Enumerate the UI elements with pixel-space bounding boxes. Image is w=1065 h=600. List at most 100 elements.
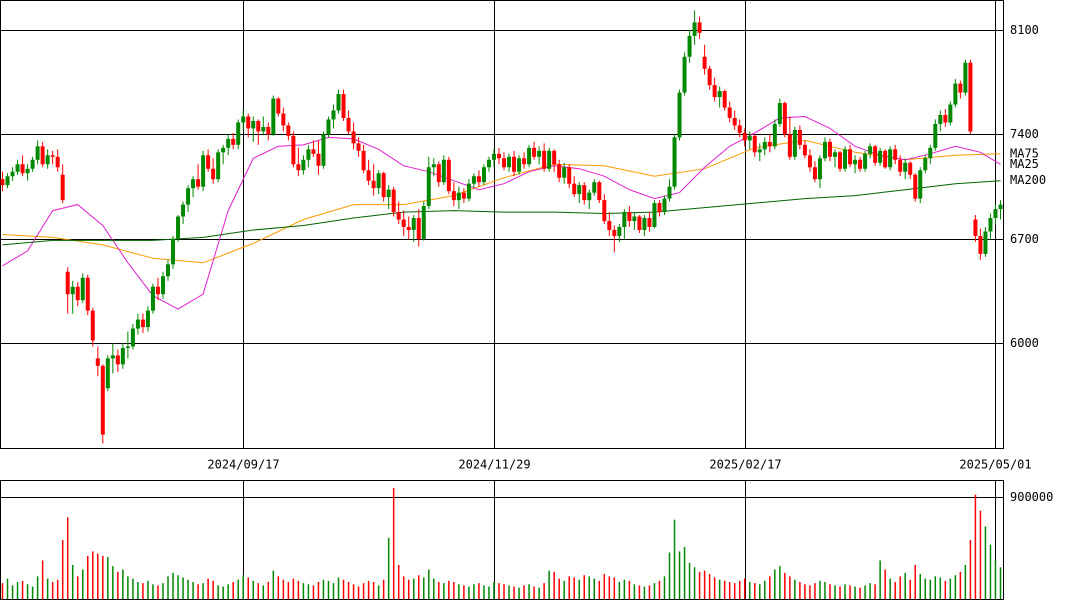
- candle-body: [592, 182, 597, 193]
- volume-bar: [663, 576, 666, 599]
- candle-body: [376, 173, 381, 189]
- volume-bar: [56, 579, 59, 599]
- candle-body: [627, 212, 632, 222]
- candle-body: [727, 107, 732, 118]
- candle-body: [456, 192, 461, 201]
- candle-body: [712, 85, 717, 98]
- candle-body: [135, 319, 140, 329]
- candle-body: [607, 221, 612, 230]
- volume-bar: [483, 585, 485, 599]
- candle-body: [70, 286, 75, 295]
- volume-bar: [869, 583, 871, 599]
- volume-bar: [969, 540, 972, 599]
- volume-bar: [553, 571, 555, 599]
- candle-body: [737, 125, 742, 133]
- candle-body: [777, 103, 782, 124]
- candle-body: [587, 192, 592, 201]
- volume-bar: [222, 586, 224, 599]
- volume-bar: [438, 582, 440, 599]
- volume-bar: [904, 572, 906, 599]
- volume-bar: [964, 565, 967, 599]
- candle-body: [75, 286, 80, 301]
- volume-bar: [914, 565, 916, 599]
- candle-body: [747, 135, 752, 141]
- candle-body: [50, 155, 55, 157]
- volume-bar: [433, 578, 435, 599]
- candle-body: [491, 153, 496, 160]
- candle-body: [105, 358, 110, 389]
- candle-body: [532, 147, 537, 157]
- volume-bar: [623, 579, 626, 599]
- candle-body: [622, 212, 627, 227]
- volume-bar: [412, 578, 415, 599]
- y-tick-label: 6700: [1010, 232, 1039, 246]
- legend-label: MA75: [1010, 146, 1039, 160]
- volume-bar: [954, 575, 957, 599]
- volume-bar: [824, 582, 826, 599]
- candle-body: [155, 286, 160, 295]
- candle-body: [336, 94, 341, 111]
- volume-bar: [92, 551, 94, 599]
- volume-bar: [177, 575, 179, 599]
- volume-bar: [463, 585, 465, 599]
- volume-bar: [748, 582, 751, 599]
- candle-body: [431, 164, 436, 168]
- candle-body: [276, 98, 281, 114]
- volume-bar: [453, 582, 455, 599]
- candle-body: [471, 176, 476, 184]
- candle-body: [812, 167, 817, 180]
- volume-bar: [182, 577, 184, 599]
- moving-average-line: [2, 139, 1001, 264]
- volume-bar: [804, 584, 806, 599]
- candle-body: [612, 229, 617, 236]
- volume-bar: [984, 526, 987, 599]
- candle-body: [517, 158, 522, 172]
- labels: 6000 6700 7400 8100 900000 2024/09/17 2024/11/…: [207, 23, 1053, 504]
- candle-body: [717, 91, 722, 98]
- candle-body: [10, 171, 15, 177]
- candle-body: [65, 271, 70, 295]
- candle-body: [858, 159, 863, 169]
- candle-body: [60, 174, 65, 201]
- candle-body: [486, 159, 491, 168]
- volume-bar: [458, 584, 460, 599]
- candle-body: [807, 155, 812, 168]
- candle-body: [110, 355, 115, 359]
- volume-bar: [849, 585, 851, 599]
- candle-body: [291, 135, 296, 165]
- volume-bar: [799, 582, 801, 599]
- volume-bar: [277, 576, 280, 599]
- candle-body: [547, 150, 552, 169]
- volume-bar: [999, 567, 1002, 599]
- candle-body: [236, 122, 241, 145]
- candle-body: [878, 150, 883, 163]
- volume-bar: [508, 585, 510, 599]
- candle-body: [772, 123, 777, 147]
- candle-body: [125, 346, 130, 348]
- volume-bar: [107, 557, 109, 599]
- volume-bar: [593, 578, 596, 599]
- volume-bar: [187, 579, 189, 599]
- volume-bar: [774, 569, 776, 599]
- volume-bar: [648, 585, 651, 599]
- candle-body: [782, 103, 787, 135]
- candle-body: [572, 183, 577, 195]
- candle-body: [316, 153, 321, 166]
- candle-body: [732, 117, 737, 126]
- volume-bar: [638, 585, 641, 599]
- candle-body: [843, 149, 848, 169]
- candle-body: [115, 355, 120, 365]
- volume-bar: [573, 577, 575, 599]
- candle-body: [346, 117, 351, 132]
- candle-body: [171, 238, 176, 265]
- volume-bar: [498, 583, 500, 599]
- volume-bar: [789, 576, 791, 599]
- candle-body: [863, 153, 868, 169]
- candle-body: [341, 94, 346, 118]
- candle-body: [983, 231, 988, 254]
- volume-bar: [21, 580, 24, 599]
- candle-body: [411, 218, 416, 230]
- candle-body: [246, 116, 251, 129]
- candle-body: [421, 206, 426, 239]
- volume-bar: [347, 582, 350, 599]
